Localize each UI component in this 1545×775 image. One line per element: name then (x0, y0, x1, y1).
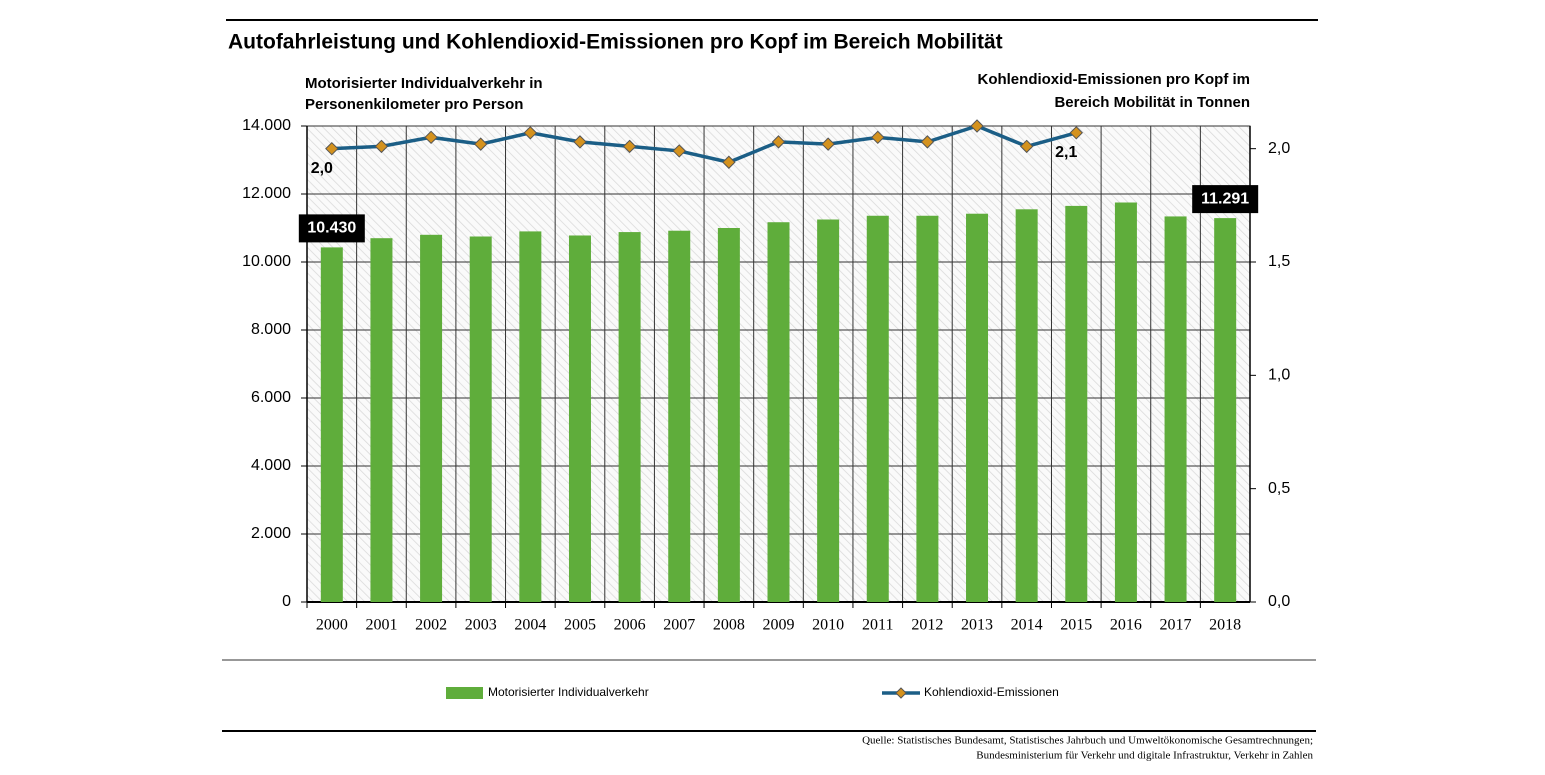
value-label: 11.291 (1201, 190, 1249, 207)
y-tick-label: 8.000 (251, 321, 291, 338)
bar (668, 230, 691, 602)
marker (374, 139, 389, 154)
bar (618, 232, 641, 602)
y2-tick-label: 0,5 (1268, 480, 1290, 497)
marker (1069, 126, 1083, 140)
bar (1114, 202, 1137, 602)
bar (420, 234, 443, 603)
x-tick-label: 2017 (1160, 617, 1192, 634)
bar (568, 235, 591, 603)
bar (966, 213, 989, 602)
x-tick-label: 2010 (812, 617, 844, 634)
y-tick-label: 4.000 (251, 457, 291, 474)
x-tick-label: 2015 (1060, 617, 1092, 634)
y-axis-title: Motorisierter Individualverkehr in (305, 75, 543, 92)
value-label-box (298, 214, 365, 243)
chart-title: Autofahrleistung und Kohlendioxid-Emissi… (228, 31, 1003, 54)
marker (821, 137, 835, 151)
bar (717, 228, 740, 602)
y2-tick-label: 1,5 (1268, 253, 1290, 270)
marker (970, 119, 984, 133)
marker (871, 130, 885, 145)
x-tick-label: 2005 (564, 617, 596, 634)
marker (1019, 139, 1034, 154)
source: Bundesministerium für Verkehr und digita… (976, 750, 1313, 762)
source: Quelle: Statistisches Bundesamt, Statist… (862, 735, 1313, 747)
marker (573, 135, 587, 149)
x-tick-label: 2013 (961, 617, 993, 634)
x-tick-label: 2003 (465, 617, 497, 634)
marker (722, 155, 736, 169)
bar (1214, 218, 1237, 602)
bar (1015, 209, 1038, 603)
marker (920, 135, 935, 149)
bar (866, 215, 889, 602)
marker (771, 135, 786, 149)
value-label: 10.430 (307, 220, 356, 237)
y-tick-label: 14.000 (242, 117, 291, 134)
bar (1065, 205, 1088, 602)
x-tick-label: 2011 (862, 617, 893, 634)
bar (767, 222, 790, 602)
x-tick-label: 2000 (316, 617, 348, 634)
x-tick-label: 2002 (415, 617, 447, 634)
x-tick-label: 2008 (713, 617, 745, 634)
x-tick-label: 2012 (911, 617, 943, 634)
legend-marker (895, 687, 907, 699)
value-label: 2,1 (1055, 144, 1077, 161)
y-tick-label: 2.000 (251, 525, 291, 542)
x-tick-label: 2004 (514, 617, 546, 634)
marker (622, 139, 637, 154)
line (331, 124, 1077, 165)
legend-swatch (446, 687, 483, 699)
x-tick-label: 2016 (1110, 617, 1142, 634)
x-tick-label: 2001 (365, 617, 397, 634)
x-tick-label: 2009 (763, 617, 795, 634)
y2-tick-label: 0,0 (1268, 593, 1290, 610)
bar (320, 247, 343, 602)
x-tick-label: 2006 (614, 617, 646, 634)
x-tick-label: 2018 (1209, 617, 1241, 634)
y2-axis-title: Kohlendioxid-Emissionen pro Kopf im (977, 71, 1250, 88)
bar (1164, 216, 1187, 602)
y2-axis-title: Bereich Mobilität in Tonnen (1054, 94, 1250, 111)
y-tick-label: 6.000 (251, 389, 291, 406)
bar (469, 236, 492, 602)
bar (817, 219, 840, 602)
y-axis-title: Personenkilometer pro Person (305, 96, 523, 113)
bar (519, 231, 542, 602)
marker (523, 126, 538, 140)
bar (916, 215, 939, 602)
y-tick-label: 10.000 (242, 253, 291, 270)
marker (672, 144, 686, 158)
y2-tick-label: 2,0 (1268, 140, 1290, 157)
y-tick-label: 12.000 (242, 185, 291, 202)
value-label: 2,0 (311, 160, 333, 177)
bar (370, 238, 393, 602)
legend-label: Kohlendioxid-Emissionen (924, 685, 1059, 699)
x-tick-label: 2007 (663, 617, 695, 634)
legend-label: Motorisierter Individualverkehr (488, 685, 649, 699)
x-tick-label: 2014 (1011, 617, 1043, 634)
y-tick-label: 0 (282, 593, 291, 610)
marker (424, 130, 438, 145)
marker (474, 137, 488, 151)
y2-tick-label: 1,0 (1268, 367, 1290, 384)
value-label-box (1192, 185, 1259, 214)
marker (325, 141, 339, 156)
